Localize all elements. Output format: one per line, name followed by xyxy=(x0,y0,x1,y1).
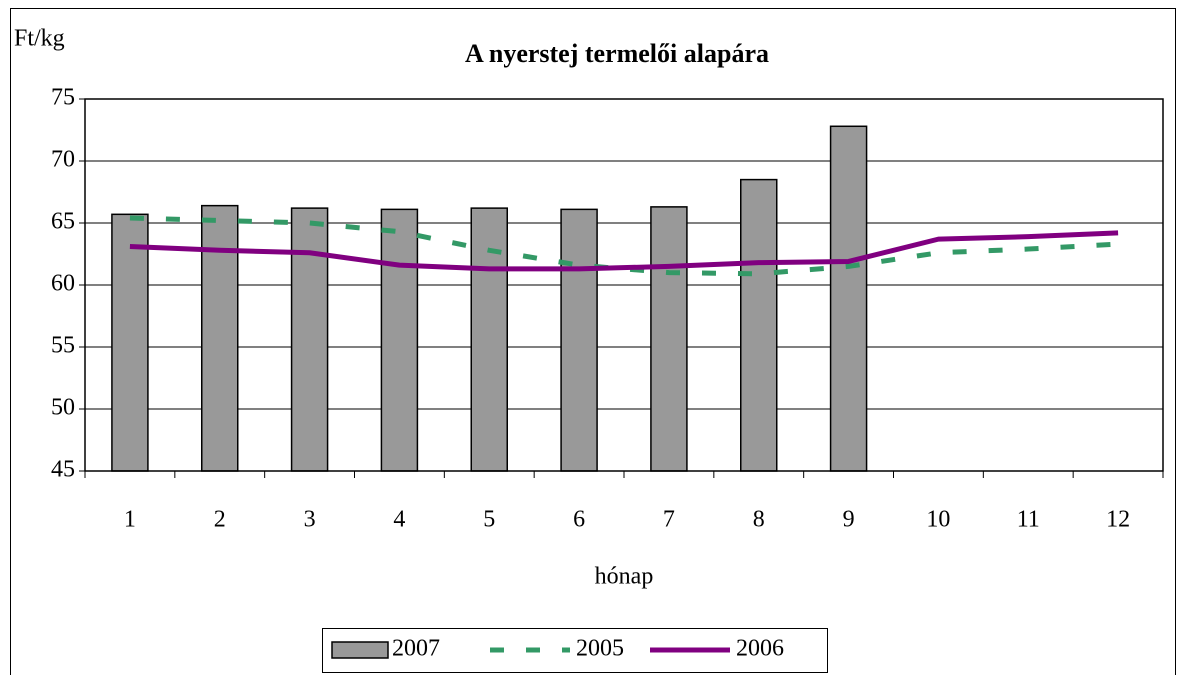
x-tick-label: 2 xyxy=(214,507,226,533)
bar xyxy=(829,125,868,472)
x-tick-label: 4 xyxy=(393,507,405,533)
legend-label: 2006 xyxy=(736,636,784,662)
legend-label: 2007 xyxy=(392,636,440,662)
bar xyxy=(380,208,419,472)
bar xyxy=(650,206,688,472)
x-tick-label: 10 xyxy=(926,507,950,533)
bar xyxy=(470,207,508,472)
y-tick-label: 70 xyxy=(51,147,75,173)
x-tick-label: 3 xyxy=(304,507,316,533)
x-tick-label: 11 xyxy=(1017,507,1040,533)
y-axis-label: Ft/kg xyxy=(14,26,65,52)
legend-box xyxy=(322,628,828,673)
line xyxy=(129,230,1119,272)
line xyxy=(129,215,1119,277)
x-tick-label: 6 xyxy=(573,507,585,533)
x-tick-label: 7 xyxy=(663,507,675,533)
bar xyxy=(560,208,598,472)
x-tick-label: 8 xyxy=(753,507,765,533)
x-tick-label: 5 xyxy=(483,507,495,533)
y-tick-label: 65 xyxy=(51,209,75,235)
plot-border xyxy=(84,98,1164,472)
bar xyxy=(290,207,329,472)
bar xyxy=(740,178,778,472)
legend-swatch xyxy=(331,641,389,659)
x-axis-label: hónap xyxy=(595,564,654,590)
y-tick-label: 60 xyxy=(51,271,75,297)
legend-label: 2005 xyxy=(576,636,624,662)
bar xyxy=(111,213,149,472)
x-tick-label: 9 xyxy=(843,507,855,533)
x-tick-label: 12 xyxy=(1106,507,1130,533)
x-tick-label: 1 xyxy=(124,507,136,533)
bar xyxy=(201,204,239,472)
y-tick-label: 55 xyxy=(51,333,75,359)
y-tick-label: 75 xyxy=(51,85,75,111)
y-tick-label: 50 xyxy=(51,395,75,421)
y-tick-label: 45 xyxy=(51,457,75,483)
chart-title: A nyerstej termelői alapára xyxy=(465,39,769,68)
